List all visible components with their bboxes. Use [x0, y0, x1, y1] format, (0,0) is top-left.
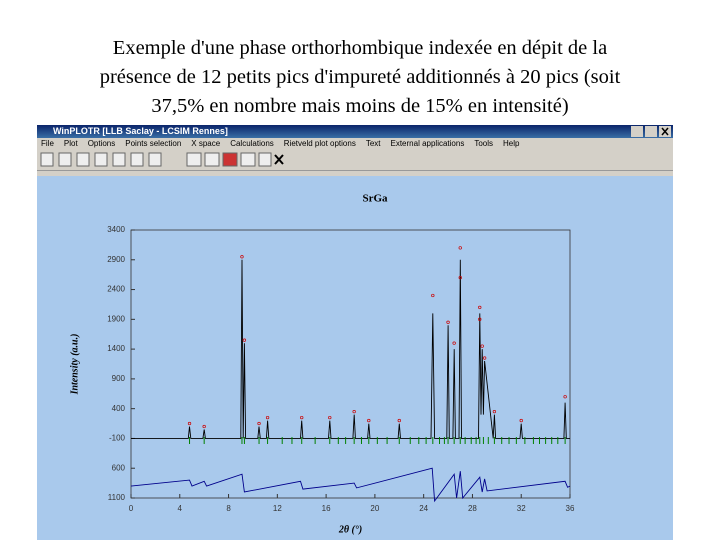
- menu-item[interactable]: Text: [365, 139, 381, 148]
- data-point: [458, 275, 462, 280]
- x-tick-label: 20: [370, 504, 379, 513]
- y-tick-label: 3400: [107, 225, 125, 234]
- data-line: [131, 259, 570, 439]
- data-point: [478, 305, 482, 310]
- window-controls[interactable]: [631, 126, 671, 137]
- data-point: [202, 424, 206, 429]
- menu-item[interactable]: Calculations: [230, 139, 274, 148]
- x-tick-label: 12: [273, 504, 282, 513]
- x-tick-label: 32: [517, 504, 526, 513]
- x-tick-label: 36: [566, 504, 575, 513]
- y-tick-label: 1400: [107, 344, 125, 353]
- data-point: [431, 293, 435, 298]
- y-tick-label: 2900: [107, 255, 125, 264]
- menu-item[interactable]: Options: [87, 139, 116, 148]
- y-tick-label: 400: [112, 404, 126, 413]
- y-tick-label: 1100: [108, 493, 126, 502]
- menu-bar: File Plot Options Points selection X space Ca…: [37, 138, 673, 150]
- title-line: Exemple d'une phase orthorhombique index…: [112, 37, 608, 59]
- menu-item[interactable]: Help: [503, 139, 520, 148]
- x-tick-label: 24: [419, 504, 428, 513]
- data-point: [482, 356, 487, 360]
- y-tick-label: -100: [109, 434, 126, 443]
- menu-item[interactable]: X space: [191, 139, 221, 148]
- data-point: [242, 338, 247, 342]
- menu-item[interactable]: Tools: [474, 139, 494, 148]
- data-point: [458, 246, 462, 250]
- x-tick-label: 0: [129, 504, 134, 513]
- data-point: [478, 317, 482, 321]
- menu-item[interactable]: Points selection: [125, 139, 182, 148]
- y-tick-label: 1900: [107, 314, 125, 323]
- menu-item[interactable]: Rietveld plot options: [283, 139, 356, 148]
- data-point: [452, 341, 456, 345]
- y-axis-label: Intensity (a.u.): [69, 334, 80, 396]
- y-tick-label: 600: [112, 463, 126, 472]
- data-point: [352, 409, 356, 414]
- window-title-bar: WinPLOTR [LLB Saclay - LCSIM Rennes]: [37, 125, 673, 138]
- plot-frame: [130, 229, 571, 499]
- data-point: [187, 421, 192, 426]
- data-point: [367, 418, 371, 423]
- toolbar: [37, 150, 673, 171]
- menu-item[interactable]: File: [41, 139, 54, 148]
- data-point: [240, 255, 244, 259]
- data-point: [265, 415, 270, 420]
- menu-item[interactable]: Plot: [63, 139, 78, 148]
- app-window: WinPLOTR [LLB Saclay - LCSIM Rennes] Fil…: [37, 125, 673, 540]
- data-point: [519, 418, 523, 423]
- data-line: [130, 467, 571, 503]
- x-tick-label: 28: [468, 504, 477, 513]
- data-point: [257, 421, 261, 426]
- y-tick-label: 2400: [107, 285, 125, 294]
- data-point: [563, 395, 567, 399]
- x-tick-label: 16: [322, 504, 331, 513]
- data-point: [446, 320, 450, 324]
- title-line: 37,5% en nombre mais moins de 15% en int…: [151, 95, 569, 117]
- plot-area: SrGa 1100 600 -100 400 900 1400 1900 2400 2900 340…: [37, 176, 673, 540]
- data-point: [300, 415, 304, 420]
- data-point: [492, 409, 497, 414]
- x-tick-label: 4: [178, 504, 183, 513]
- window-title: WinPLOTR [LLB Saclay - LCSIM Rennes]: [53, 126, 228, 136]
- data-point: [328, 415, 332, 420]
- title-line: présence de 12 petits pics d'impureté ad…: [99, 66, 621, 88]
- menu-item[interactable]: External applications: [390, 139, 465, 148]
- slide-title: Exemple d'une phase orthorhombique index…: [0, 34, 720, 121]
- chart-title: SrGa: [362, 193, 388, 205]
- x-axis-label: 2θ (°): [338, 524, 362, 535]
- data-point: [397, 418, 401, 423]
- y-tick-label: 900: [112, 374, 126, 383]
- x-tick-label: 8: [226, 504, 231, 513]
- data-point: [480, 344, 484, 348]
